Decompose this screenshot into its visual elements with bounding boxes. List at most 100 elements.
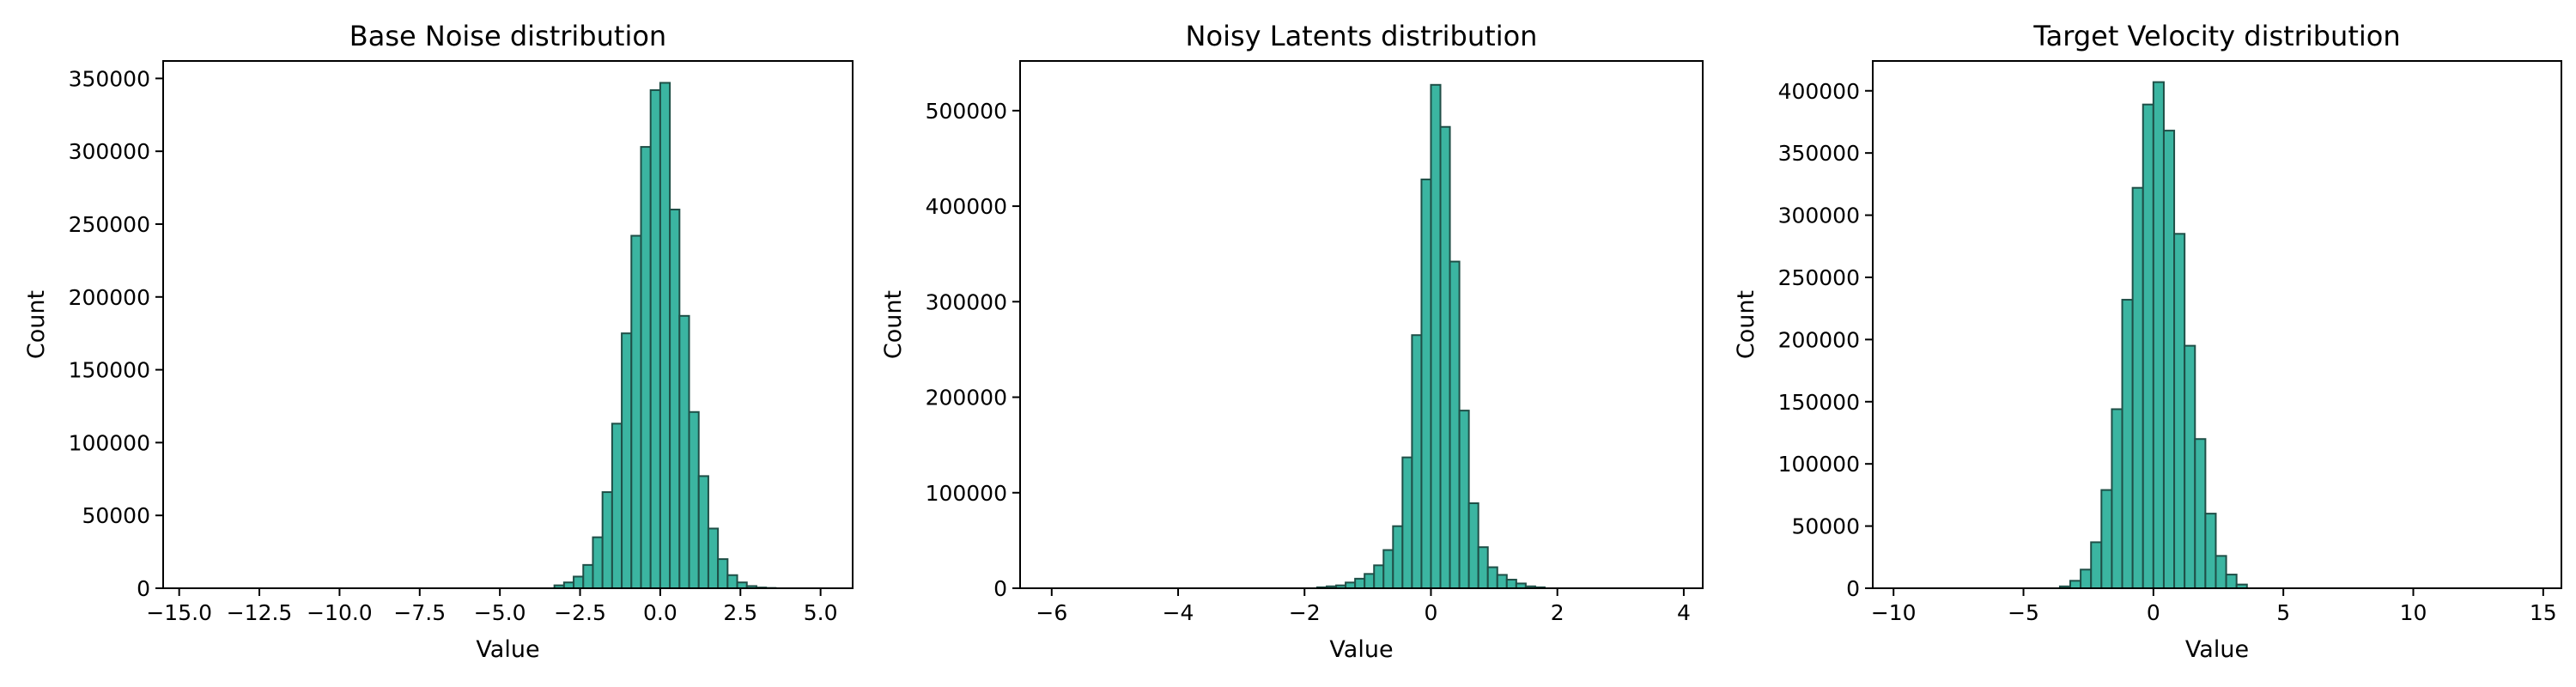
histogram-bar — [2111, 408, 2123, 590]
y-tick-label: 100000 — [69, 430, 150, 455]
x-tick-label: −5 — [2008, 600, 2039, 625]
x-tick-label: −10 — [1871, 600, 1917, 625]
histogram-bar — [1439, 125, 1451, 589]
histogram-bar — [1458, 410, 1470, 590]
x-tick-label: −12.5 — [227, 600, 293, 625]
histogram-bar — [1449, 260, 1461, 589]
chart-title: Target Velocity distribution — [2032, 20, 2400, 52]
histogram-bar — [726, 574, 738, 589]
y-tick-label: 50000 — [1791, 514, 1860, 539]
histogram-bar — [1382, 549, 1394, 590]
x-tick-label: 10 — [2400, 600, 2427, 625]
histogram-bar — [1430, 83, 1442, 589]
x-tick-label: −5.0 — [474, 600, 526, 625]
y-axis-label: Count — [880, 290, 907, 359]
histogram-bar — [1420, 178, 1432, 589]
histogram-bar — [592, 536, 604, 590]
histogram-bar — [1345, 581, 1357, 590]
histogram-bar — [562, 581, 575, 589]
histogram-bar — [1364, 573, 1376, 590]
y-tick-label: 300000 — [926, 289, 1007, 314]
histogram-bar — [2162, 130, 2176, 589]
histogram-bar — [582, 563, 594, 589]
histogram-bar — [736, 581, 748, 589]
histogram-bar — [1392, 525, 1404, 590]
histogram-bar — [688, 410, 700, 589]
y-tick-label: 0 — [993, 576, 1007, 601]
y-axis-label: Count — [23, 290, 50, 359]
histogram-bar — [649, 88, 661, 589]
x-tick-label: 0 — [2147, 600, 2160, 625]
histogram-bar — [621, 332, 633, 589]
x-tick-label: 2 — [1551, 600, 1564, 625]
y-tick-label: 200000 — [1778, 327, 1860, 352]
y-tick-label: 200000 — [926, 386, 1007, 410]
x-tick-label: −4 — [1163, 600, 1194, 625]
histogram-bar — [669, 209, 681, 589]
histogram-bar — [630, 234, 642, 589]
histogram-bar — [1505, 578, 1517, 590]
histogram-bar — [2100, 489, 2113, 589]
histogram-bar — [2225, 574, 2238, 589]
histogram-bar — [1486, 566, 1498, 590]
histogram-bar — [2194, 438, 2207, 589]
x-tick-label: 0.0 — [643, 600, 677, 625]
axes-frame — [162, 60, 854, 589]
x-tick-label: −7.5 — [393, 600, 446, 625]
histogram-bar — [1411, 334, 1423, 589]
y-tick-label: 250000 — [1778, 265, 1860, 290]
y-tick-label: 300000 — [69, 139, 150, 164]
y-tick-label: 100000 — [1778, 452, 1860, 477]
x-axis-label: Value — [1329, 636, 1393, 663]
y-axis-label: Count — [1733, 290, 1759, 359]
histogram-bar — [1401, 456, 1413, 589]
histogram-bar — [611, 423, 623, 589]
y-tick-label: 400000 — [926, 194, 1007, 219]
y-tick-label: 300000 — [1778, 204, 1860, 228]
x-tick-label: −10.0 — [307, 600, 373, 625]
chart-panel-3: −10 −5 0 5 10 15 0 50000 100000 150000 200000 25000… — [1733, 20, 2562, 663]
histogram-bar — [2069, 580, 2082, 590]
y-tick-label: 350000 — [1778, 141, 1860, 166]
y-tick-label: 100000 — [926, 481, 1007, 506]
histogram-bar — [1477, 546, 1489, 589]
x-tick-label: −2 — [1289, 600, 1321, 625]
y-tick-label: 200000 — [69, 285, 150, 310]
y-tick-label: 350000 — [69, 66, 150, 91]
x-axis-label: Value — [476, 636, 539, 663]
histogram-bar — [1467, 502, 1479, 589]
axes-frame — [1019, 60, 1704, 589]
histogram-bar — [2173, 233, 2186, 589]
histogram-bar — [2131, 186, 2144, 589]
y-tick-label: 500000 — [926, 99, 1007, 124]
histogram-bar — [2080, 568, 2093, 590]
histogram-bar — [2152, 81, 2165, 590]
x-tick-label: 2.5 — [723, 600, 757, 625]
histogram-bar — [1354, 577, 1366, 590]
histogram-bar — [2142, 103, 2154, 589]
y-tick-label: 50000 — [82, 503, 150, 528]
axes-frame — [1872, 60, 2562, 589]
x-tick-label: 4 — [1677, 600, 1691, 625]
chart-panel-1: −15.0 −12.5 −10.0 −7.5 −5.0 −2.5 0.0 2.5 5.0 0 500… — [23, 20, 854, 663]
chart-title: Base Noise distribution — [349, 20, 666, 52]
histogram-bar — [2090, 541, 2103, 589]
y-tick-label: 400000 — [1778, 79, 1860, 104]
histogram-bar — [697, 475, 709, 589]
chart-panel-2: −6 −4 −2 0 2 4 0 100000 200000 300000 400000 500000… — [880, 20, 1704, 663]
y-tick-label: 250000 — [69, 212, 150, 237]
x-tick-label: 5 — [2276, 600, 2290, 625]
histogram-bar — [1373, 564, 1385, 589]
histogram-bar — [2204, 513, 2217, 590]
x-tick-label: −2.5 — [554, 600, 606, 625]
y-tick-label: 150000 — [69, 358, 150, 383]
histogram-bar — [601, 491, 613, 589]
x-axis-label: Value — [2185, 636, 2249, 663]
x-tick-label: −6 — [1036, 600, 1067, 625]
x-tick-label: −15.0 — [146, 600, 212, 625]
x-tick-label: 0 — [1425, 600, 1438, 625]
histogram-bar — [717, 558, 729, 589]
x-tick-label: 15 — [2530, 600, 2557, 625]
histogram-bar — [1496, 574, 1508, 590]
